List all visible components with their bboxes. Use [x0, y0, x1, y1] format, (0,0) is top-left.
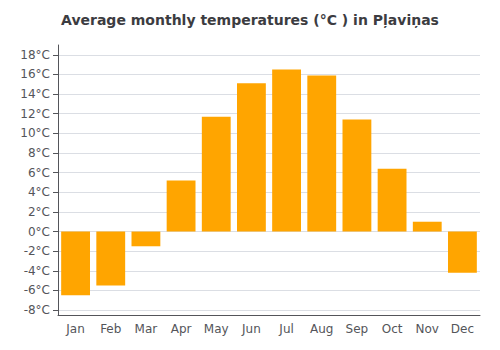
svg-text:Jan: Jan: [65, 322, 85, 336]
svg-text:-8°C: -8°C: [24, 303, 50, 317]
svg-text:12°C: 12°C: [20, 107, 50, 121]
svg-text:6°C: 6°C: [28, 166, 50, 180]
svg-text:Apr: Apr: [171, 322, 192, 336]
svg-text:10°C: 10°C: [20, 126, 50, 140]
svg-text:May: May: [204, 322, 229, 336]
svg-text:-4°C: -4°C: [24, 264, 50, 278]
svg-text:-6°C: -6°C: [24, 283, 50, 297]
svg-text:18°C: 18°C: [20, 48, 50, 62]
svg-text:-2°C: -2°C: [24, 244, 50, 258]
svg-text:Average monthly temperatures (: Average monthly temperatures (°C ) in Pļ…: [61, 12, 439, 28]
svg-text:Feb: Feb: [100, 322, 121, 336]
svg-text:16°C: 16°C: [20, 67, 50, 81]
svg-text:Nov: Nov: [416, 322, 439, 336]
svg-text:Aug: Aug: [310, 322, 333, 336]
svg-text:4°C: 4°C: [28, 185, 50, 199]
svg-text:Mar: Mar: [135, 322, 158, 336]
svg-text:Jul: Jul: [278, 322, 293, 336]
svg-text:Oct: Oct: [382, 322, 403, 336]
svg-text:8°C: 8°C: [28, 146, 50, 160]
svg-text:0°C: 0°C: [28, 225, 50, 239]
svg-text:Sep: Sep: [346, 322, 369, 336]
svg-text:14°C: 14°C: [20, 87, 50, 101]
svg-text:Dec: Dec: [451, 322, 474, 336]
svg-text:Jun: Jun: [241, 322, 261, 336]
svg-text:2°C: 2°C: [28, 205, 50, 219]
